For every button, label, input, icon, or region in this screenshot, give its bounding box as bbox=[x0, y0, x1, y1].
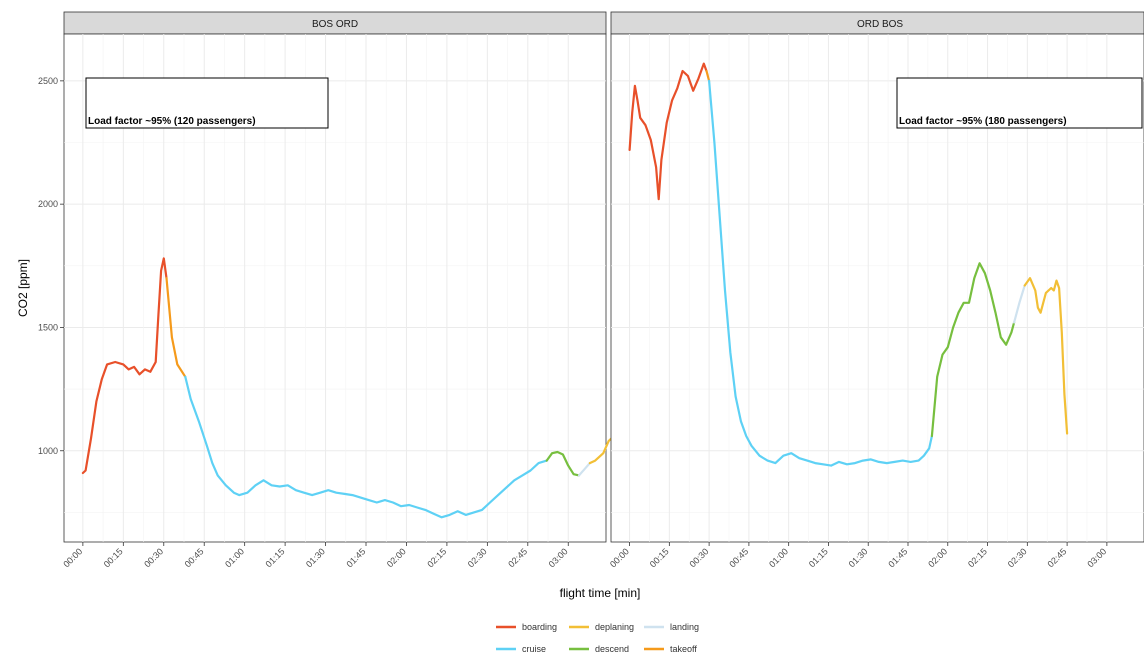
x-tick-label: 01:15 bbox=[807, 546, 830, 569]
y-tick-label: 2500 bbox=[38, 76, 58, 86]
x-tick-label: 02:00 bbox=[926, 546, 949, 569]
annotation-text: Load factor ~95% (180 passengers) bbox=[899, 116, 1067, 127]
x-axis-ticks: 00:00 00:15 00:30 00:45 01:00 01:15 01:30 01:45… bbox=[61, 542, 570, 569]
x-tick-label: 00:30 bbox=[142, 546, 165, 569]
x-tick-label: 03:00 bbox=[1085, 546, 1108, 569]
annotation-box bbox=[85, 77, 329, 129]
series-deplaning bbox=[1023, 277, 1069, 435]
series-landing bbox=[577, 462, 591, 477]
x-tick-label: 01:30 bbox=[304, 546, 327, 569]
x-tick-label: 00:30 bbox=[688, 546, 711, 569]
x-tick-label: 01:45 bbox=[344, 546, 367, 569]
legend-label-deplaning: deplaning bbox=[595, 622, 634, 632]
panel-bos-ord: BOS ORD Load factor ~95% (120 passengers… bbox=[61, 11, 626, 569]
x-tick-label: 02:15 bbox=[966, 546, 989, 569]
legend-label-landing: landing bbox=[670, 622, 699, 632]
y-tick-label: 1000 bbox=[38, 446, 58, 456]
series-landing bbox=[1013, 284, 1026, 324]
co2-series bbox=[81, 257, 626, 519]
x-tick-label: 03:00 bbox=[547, 546, 570, 569]
x-tick-label: 02:00 bbox=[385, 546, 408, 569]
series-boarding bbox=[81, 257, 168, 475]
x-axis-title: flight time [min] bbox=[560, 586, 641, 600]
y-tick-label: 2000 bbox=[38, 199, 58, 209]
series-cruise bbox=[708, 79, 933, 467]
legend-label-cruise: cruise bbox=[522, 644, 546, 654]
series-takeoff bbox=[705, 69, 711, 82]
x-tick-label: 02:30 bbox=[466, 546, 489, 569]
gridlines bbox=[611, 34, 1144, 542]
x-tick-label: 02:45 bbox=[1046, 546, 1069, 569]
x-tick-label: 00:45 bbox=[727, 546, 750, 569]
legend-label-takeoff: takeoff bbox=[670, 644, 697, 654]
x-tick-label: 01:00 bbox=[223, 546, 246, 569]
x-tick-label: 02:45 bbox=[506, 546, 529, 569]
panel-title: BOS ORD bbox=[312, 19, 358, 30]
x-tick-label: 00:00 bbox=[608, 546, 631, 569]
x-tick-label: 01:15 bbox=[264, 546, 287, 569]
x-tick-label: 00:15 bbox=[648, 546, 671, 569]
co2-series bbox=[628, 62, 1069, 467]
x-tick-label: 02:30 bbox=[1006, 546, 1029, 569]
x-axis-ticks: 00:00 00:15 00:30 00:45 01:00 01:15 01:30 01:45… bbox=[608, 542, 1108, 569]
panel-ord-bos: ORD BOS Load factor ~95% (180 passengers… bbox=[608, 11, 1144, 569]
x-tick-label: 01:45 bbox=[886, 546, 909, 569]
series-cruise bbox=[184, 375, 548, 519]
annotation-box bbox=[896, 77, 1143, 129]
y-tick-label: 1500 bbox=[38, 322, 58, 332]
x-tick-label: 01:30 bbox=[847, 546, 870, 569]
series-descend bbox=[930, 262, 1016, 438]
x-tick-label: 00:45 bbox=[183, 546, 206, 569]
x-tick-label: 00:15 bbox=[102, 546, 125, 569]
x-tick-label: 01:00 bbox=[767, 546, 790, 569]
legend: boarding deplaning landing cruise descend tak… bbox=[496, 622, 699, 654]
panel-title: ORD BOS bbox=[857, 19, 903, 30]
annotation-text: Load factor ~95% (120 passengers) bbox=[88, 116, 256, 127]
y-axis-ticks: 1000 1500 2000 2500 bbox=[38, 76, 64, 456]
series-takeoff bbox=[165, 277, 187, 378]
legend-label-boarding: boarding bbox=[522, 622, 557, 632]
series-descend bbox=[545, 450, 581, 477]
y-axis-title: CO2 [ppm] bbox=[16, 259, 30, 317]
series-boarding bbox=[628, 62, 708, 201]
x-tick-label: 00:00 bbox=[61, 546, 84, 569]
x-tick-label: 02:15 bbox=[425, 546, 448, 569]
legend-label-descend: descend bbox=[595, 644, 629, 654]
